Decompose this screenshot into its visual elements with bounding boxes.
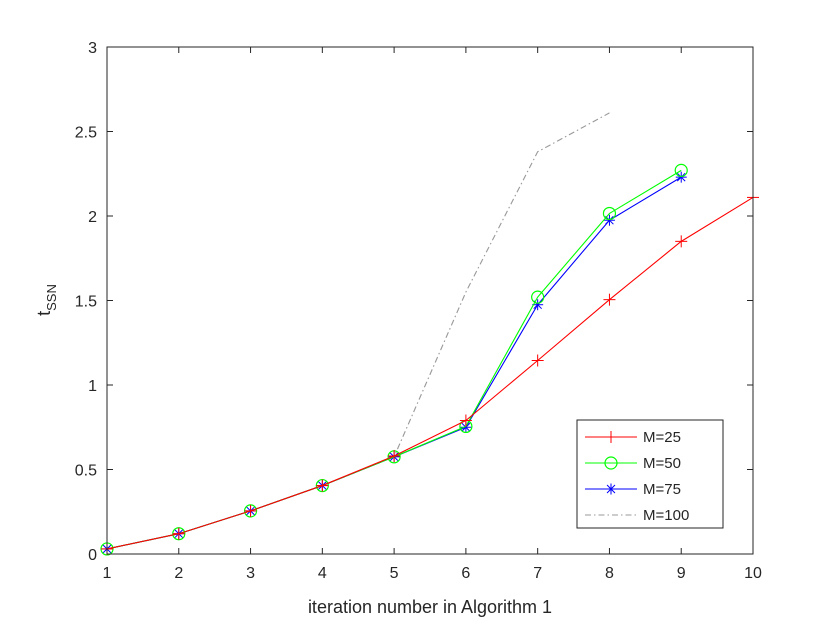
legend-entry-m-75: M=75 xyxy=(585,481,681,498)
legend-label: M=100 xyxy=(643,507,689,524)
data-point-m-25 xyxy=(244,504,257,517)
y-axis-label: tSSN xyxy=(34,284,59,316)
data-point-m-25 xyxy=(531,354,544,367)
legend-swatch-marker xyxy=(605,431,617,443)
legend-label: M=75 xyxy=(643,481,681,498)
x-tick-label: 6 xyxy=(461,565,470,582)
x-tick-label: 2 xyxy=(174,565,183,582)
legend-entry-m-100: M=100 xyxy=(585,507,689,524)
data-point-m-50 xyxy=(531,290,545,304)
legend-swatch-marker xyxy=(605,483,617,495)
x-tick-label: 5 xyxy=(390,565,399,582)
data-point-m-25 xyxy=(459,414,472,427)
data-point-m-75 xyxy=(460,421,472,433)
data-point-m-25 xyxy=(603,293,616,306)
legend-box xyxy=(576,419,724,529)
x-tick-label: 4 xyxy=(318,565,327,582)
legend-entry-m-50: M=50 xyxy=(585,455,681,472)
x-tick-label: 8 xyxy=(605,565,614,582)
data-point-m-75 xyxy=(675,171,687,183)
data-point-m-75 xyxy=(603,214,615,226)
legend-label: M=50 xyxy=(643,455,681,472)
y-tick-label: 1.5 xyxy=(75,294,97,311)
data-point-m-25 xyxy=(388,449,401,462)
x-tick-label: 7 xyxy=(533,565,542,582)
legend-entry-m-25: M=25 xyxy=(585,429,681,446)
y-axis-label-subscript: SSN xyxy=(44,284,59,311)
y-tick-label: 2.5 xyxy=(75,125,97,142)
y-tick-label: 2 xyxy=(88,209,97,226)
y-tick-label: 1 xyxy=(88,378,97,395)
x-axis-ticks: 1 2 3 4 5 6 7 8 9 10 xyxy=(103,47,762,582)
legend-label: M=25 xyxy=(643,429,681,446)
x-axis-label: iteration number in Algorithm 1 xyxy=(308,597,552,617)
y-axis-label-main: t xyxy=(34,311,54,316)
y-tick-label: 0 xyxy=(88,547,97,564)
data-point-m-50 xyxy=(602,206,617,221)
x-tick-label: 9 xyxy=(677,565,686,582)
series-line-m-25 xyxy=(106,196,754,550)
legend-swatch-marker xyxy=(604,456,618,470)
y-tick-label: 0.5 xyxy=(75,463,97,480)
data-point-m-25 xyxy=(675,235,688,248)
data-point-m-25 xyxy=(172,527,185,540)
y-tick-label: 3 xyxy=(88,40,97,57)
y-axis-ticks: 0 0.5 1 1.5 2 2.5 3 xyxy=(75,40,753,564)
data-point-m-50 xyxy=(674,163,688,177)
data-point-m-25 xyxy=(316,479,329,492)
x-tick-label: 3 xyxy=(246,565,255,582)
x-tick-label: 10 xyxy=(744,565,762,582)
legend: M=25 M=50 M=75 M=100 xyxy=(576,419,724,529)
x-tick-label: 1 xyxy=(103,565,112,582)
